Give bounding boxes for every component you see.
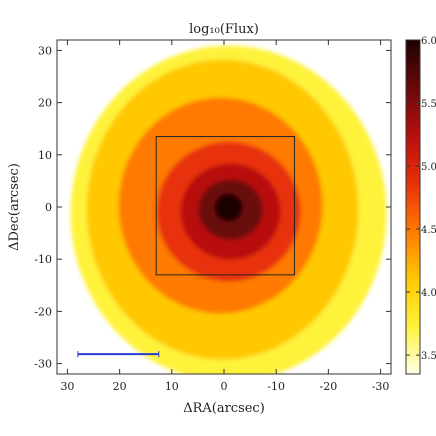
x-tick-label: 30 (60, 380, 74, 393)
flux-map (57, 40, 391, 374)
x-tick-label: -20 (320, 380, 338, 393)
colorbar (405, 39, 421, 375)
x-axis-label: ΔRA(arcsec) (183, 401, 265, 416)
colorbar-tick-label: 6.0 (421, 36, 436, 47)
flux-level-6 (214, 193, 243, 222)
colorbar-tick-label: 4.5 (421, 225, 436, 236)
y-axis-ticks: 30 20 10 0 -10 -20 -30 (34, 44, 391, 371)
y-tick-label: 0 (45, 201, 52, 214)
x-tick-label: -30 (372, 380, 390, 393)
x-tick-label: 10 (165, 380, 179, 393)
y-tick-label: 20 (38, 97, 52, 110)
y-tick-label: -10 (34, 253, 52, 266)
colorbar-tick-label: 3.5 (421, 351, 436, 362)
colorbar-tick-label: 5.5 (421, 99, 436, 110)
y-axis-label: ΔDec(arcsec) (7, 163, 22, 251)
x-axis-ticks: 30 20 10 0 -10 -20 -30 (60, 40, 389, 393)
y-tick-label: 30 (38, 44, 52, 57)
chart-title: log₁₀(Flux) (189, 22, 259, 37)
colorbar-tick-label: 4.0 (421, 288, 436, 299)
y-tick-label: 10 (38, 149, 52, 162)
x-tick-label: 0 (221, 380, 228, 393)
colorbar-tick-label: 5.0 (421, 162, 436, 173)
x-tick-label: 20 (113, 380, 127, 393)
highlight-box (155, 136, 295, 276)
y-tick-label: -20 (34, 305, 52, 318)
y-tick-label: -30 (34, 358, 52, 371)
x-tick-label: -10 (267, 380, 285, 393)
colorbar-ticks: 3.5 4.0 4.5 5.0 5.5 6.0 (406, 36, 436, 362)
